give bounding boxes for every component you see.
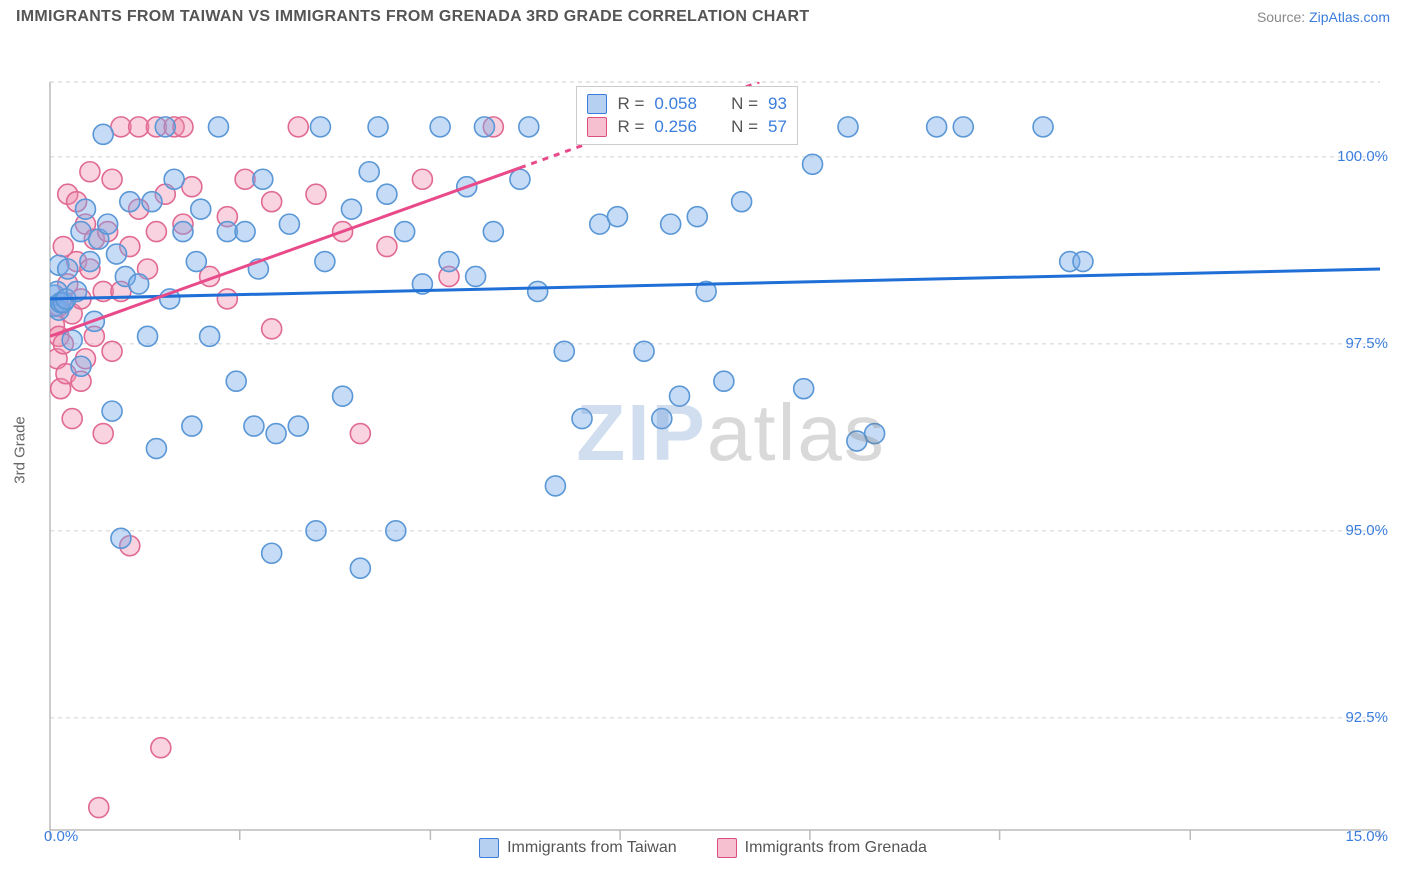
scatter-plot [0, 30, 1406, 870]
stat-R-label: R = [617, 94, 644, 114]
stat-N-value: 57 [768, 117, 787, 137]
legend-item-grenada: Immigrants from Grenada [717, 838, 927, 858]
legend-swatch [717, 838, 737, 858]
stat-R-value: 0.256 [654, 117, 697, 137]
correlation-stats-box: R = 0.058 N = 93R = 0.256 N = 57 [576, 86, 798, 145]
source-label: Source: ZipAtlas.com [1257, 9, 1390, 25]
source-prefix: Source: [1257, 9, 1309, 25]
stat-row-taiwan: R = 0.058 N = 93 [587, 94, 787, 114]
stat-swatch [587, 117, 607, 137]
y-axis-label: 3rd Grade [12, 416, 29, 484]
legend: Immigrants from Taiwan Immigrants from Gr… [0, 838, 1406, 858]
stat-N-label: N = [731, 94, 758, 114]
stat-N-label: N = [731, 117, 758, 137]
legend-swatch [479, 838, 499, 858]
chart-title: IMMIGRANTS FROM TAIWAN VS IMMIGRANTS FRO… [16, 8, 809, 26]
stat-N-value: 93 [768, 94, 787, 114]
y-tick-label: 100.0% [1337, 148, 1388, 165]
chart-area: 3rd Grade ZIPatlas R = 0.058 N = 93R = 0… [0, 30, 1406, 870]
stat-row-grenada: R = 0.256 N = 57 [587, 117, 787, 137]
y-tick-label: 95.0% [1345, 522, 1388, 539]
stat-R-label: R = [617, 117, 644, 137]
legend-label: Immigrants from Grenada [745, 839, 927, 857]
y-tick-label: 97.5% [1345, 335, 1388, 352]
legend-item-taiwan: Immigrants from Taiwan [479, 838, 677, 858]
source-link[interactable]: ZipAtlas.com [1309, 9, 1390, 25]
stat-swatch [587, 94, 607, 114]
stat-R-value: 0.058 [654, 94, 697, 114]
y-tick-label: 92.5% [1345, 709, 1388, 726]
legend-label: Immigrants from Taiwan [507, 839, 677, 857]
